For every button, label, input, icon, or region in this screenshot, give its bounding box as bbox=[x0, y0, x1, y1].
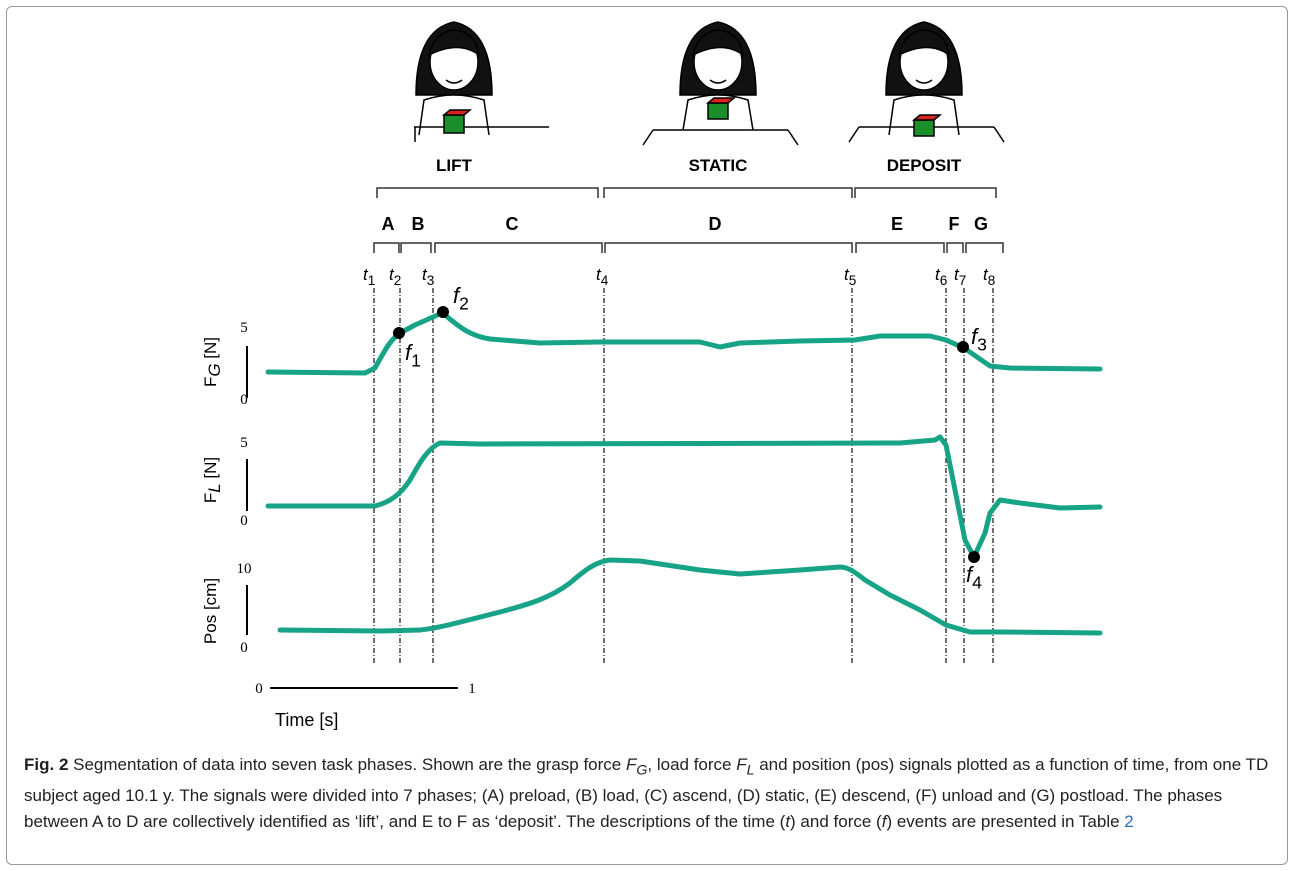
signal-sub: G bbox=[205, 363, 224, 376]
time-event: t5 bbox=[844, 265, 856, 288]
position-trace bbox=[277, 557, 1103, 636]
caption-symbol: f bbox=[881, 812, 887, 832]
time-event-index: 2 bbox=[394, 273, 402, 288]
caption-symbol-sub: G bbox=[636, 762, 648, 779]
time-scale-label: Time [s] bbox=[275, 710, 338, 730]
subphase-label: F bbox=[949, 214, 960, 234]
time-event-symbol: t bbox=[935, 265, 941, 284]
time-event-symbol: t bbox=[363, 265, 369, 284]
caption-symbol: F bbox=[625, 755, 637, 774]
signal-symbol: F bbox=[201, 377, 220, 387]
girl-lift bbox=[414, 21, 549, 136]
time-event: t2 bbox=[389, 265, 401, 288]
time-event-symbol: t bbox=[389, 265, 395, 284]
time-event-index: 8 bbox=[988, 273, 996, 288]
girl-static bbox=[642, 21, 799, 146]
signal-unit: [N] bbox=[201, 457, 220, 479]
force-event-index: 3 bbox=[977, 335, 987, 355]
time-event: t1 bbox=[363, 265, 375, 288]
time-event-symbol: t bbox=[983, 265, 989, 284]
scale-top: 5 bbox=[240, 435, 248, 451]
caption-text: ) events are presented in Table bbox=[886, 812, 1125, 832]
load-force-trace bbox=[265, 434, 1103, 560]
force-event: f2 bbox=[453, 283, 469, 314]
force-event: f1 bbox=[405, 340, 421, 371]
signal-symbol: Pos [cm] bbox=[201, 578, 220, 644]
subphase-label: D bbox=[709, 214, 722, 234]
time-event-symbol: t bbox=[422, 265, 428, 284]
caption-text: and position (pos) signals plotted as a … bbox=[24, 755, 1269, 832]
scale-bottom: 0 bbox=[240, 513, 248, 529]
event-lines bbox=[373, 288, 994, 665]
time-event: t7 bbox=[954, 265, 966, 288]
force-event: f3 bbox=[971, 324, 987, 355]
force-event-index: 1 bbox=[411, 351, 421, 371]
figure-frame bbox=[6, 6, 1288, 865]
time-event-symbol: t bbox=[596, 265, 602, 284]
caption-text: Segmentation of data into seven task pha… bbox=[68, 755, 626, 774]
caption: Fig. 2 Segmentation of data into seven t… bbox=[24, 752, 1274, 835]
subphase-label: G bbox=[974, 214, 988, 234]
time-event-index: 7 bbox=[959, 273, 967, 288]
force-event-symbol: f bbox=[453, 283, 462, 308]
grasp-force-trace bbox=[265, 310, 1103, 376]
force-event-index: 4 bbox=[972, 573, 982, 593]
phase-label: STATIC bbox=[689, 156, 748, 175]
scale-bottom: 0 bbox=[240, 392, 248, 408]
scale-bottom: 0 bbox=[240, 640, 248, 656]
caption-label: Fig. 2 bbox=[24, 755, 69, 774]
subphase-label: B bbox=[412, 214, 425, 234]
girl-deposit bbox=[848, 21, 1005, 143]
signal-label: FL [N] bbox=[201, 457, 224, 503]
signal-label: Pos [cm] bbox=[201, 578, 220, 644]
scale-top: 5 bbox=[240, 320, 248, 336]
time-event: t8 bbox=[983, 265, 995, 288]
brackets bbox=[373, 187, 1004, 253]
force-event-symbol: f bbox=[966, 562, 975, 587]
table-link[interactable]: 2 bbox=[1124, 812, 1134, 832]
time-event-index: 4 bbox=[601, 273, 609, 288]
scale-top: 10 bbox=[237, 561, 252, 577]
time-scale-end: 1 bbox=[468, 681, 476, 697]
time-event: t3 bbox=[422, 265, 434, 288]
time-event-symbol: t bbox=[954, 265, 960, 284]
signal-sub: L bbox=[205, 483, 224, 492]
scale-bars bbox=[246, 346, 458, 689]
signal-unit: [N] bbox=[201, 337, 220, 359]
time-event-index: 3 bbox=[427, 273, 435, 288]
time-event-symbol: t bbox=[844, 265, 850, 284]
phase-label: DEPOSIT bbox=[887, 156, 962, 175]
force-event-symbol: f bbox=[971, 324, 980, 349]
subphase-label: A bbox=[382, 214, 395, 234]
subphase-label: C bbox=[506, 214, 519, 234]
time-event-index: 5 bbox=[849, 273, 857, 288]
time-scale-start: 0 bbox=[255, 681, 263, 697]
phase-label: LIFT bbox=[436, 156, 472, 175]
caption-symbol: t bbox=[785, 812, 791, 832]
force-event: f4 bbox=[966, 562, 982, 593]
caption-symbol-sub: L bbox=[746, 762, 755, 779]
illustrations bbox=[414, 21, 1005, 146]
subphase-label: E bbox=[891, 214, 903, 234]
time-event-index: 1 bbox=[368, 273, 376, 288]
time-event: t6 bbox=[935, 265, 947, 288]
force-event-index: 2 bbox=[459, 294, 469, 314]
caption-text: ) and force ( bbox=[790, 812, 882, 832]
event-dots bbox=[393, 306, 980, 563]
time-event-index: 6 bbox=[940, 273, 948, 288]
force-event-symbol: f bbox=[405, 340, 414, 365]
signal-symbol: F bbox=[201, 493, 220, 503]
caption-symbol: F bbox=[736, 755, 747, 774]
time-event: t4 bbox=[596, 265, 609, 288]
signal-label: FG [N] bbox=[201, 337, 224, 387]
caption-text: , load force bbox=[647, 755, 737, 774]
